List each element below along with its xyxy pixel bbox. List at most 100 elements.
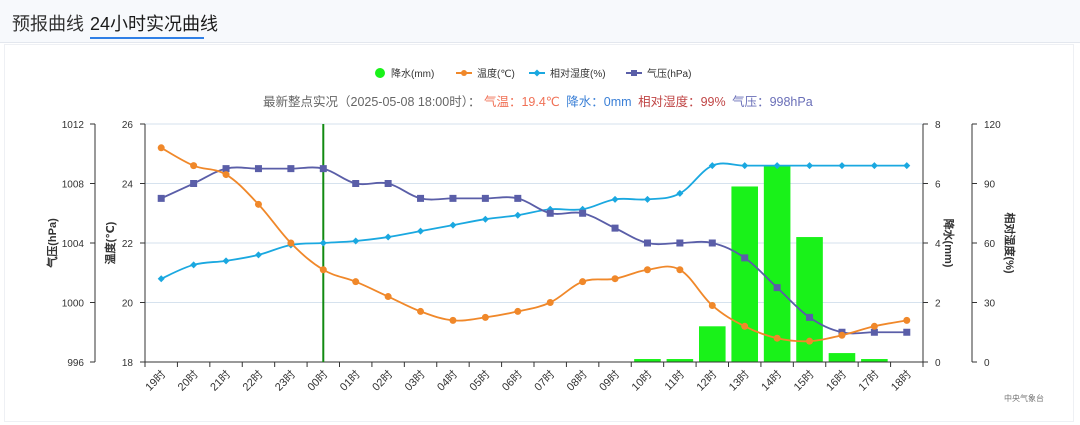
temp-point <box>773 334 781 342</box>
pressure-point <box>254 165 262 173</box>
humidity-axis-tick-label: 90 <box>984 180 996 191</box>
x-axis-tick-label: 09时 <box>597 368 623 394</box>
humidity-point <box>352 237 360 245</box>
temp-point <box>352 278 360 286</box>
summary-prefix: 最新整点实况（2025-05-08 18:00时）： <box>263 94 480 109</box>
humidity-point <box>222 257 230 265</box>
humidity-axis-tick-label: 60 <box>984 239 996 250</box>
temp-axis-tick-label: 26 <box>122 120 134 131</box>
humidity-point <box>384 233 392 241</box>
precip-bar <box>666 359 694 362</box>
x-axis-tick-label: 13时 <box>726 368 752 394</box>
legend: 降水(mm) 温度(℃) 相对湿度(%) 气压(hPa) <box>375 67 691 80</box>
pressure-point <box>481 194 489 202</box>
legend-precip-label: 降水(mm) <box>391 67 434 80</box>
tab-bar: 预报曲线 24小时实况曲线 <box>0 0 1080 43</box>
x-axis-tick-label: 01时 <box>337 368 363 394</box>
legend-pressure-label: 气压(hPa) <box>647 67 691 80</box>
tab-24h-observed-curve[interactable]: 24小时实况曲线 <box>90 14 219 34</box>
legend-item-precip[interactable]: 降水(mm) <box>375 67 434 80</box>
pressure-axis-tick-label: 1012 <box>62 120 85 131</box>
pressure-point <box>449 194 457 202</box>
pressure-axis-tick-label: 1008 <box>62 180 85 191</box>
humidity-axis-tick-label: 30 <box>984 299 996 310</box>
temp-point <box>254 200 262 208</box>
legend-item-humidity[interactable]: 相对湿度(%) <box>529 67 606 80</box>
series-lines <box>157 124 911 362</box>
precip-bar <box>634 359 661 362</box>
summary-pressure: 气压：998hPa <box>732 94 813 109</box>
pressure-point <box>903 328 911 336</box>
humidity-axis-title: 相对湿度(%) <box>1003 212 1017 273</box>
humidity-point <box>254 251 262 259</box>
x-axis-tick-label: 00时 <box>305 368 331 394</box>
humidity-point <box>190 261 198 269</box>
pressure-point <box>870 328 878 336</box>
legend-item-temp[interactable]: 温度(℃) <box>456 67 515 80</box>
precip-bar <box>861 359 888 362</box>
humidity-point <box>741 162 749 170</box>
precip-axis-title: 降水(mm) <box>942 219 956 268</box>
humidity-point <box>806 162 814 170</box>
x-axis-tick-label: 06时 <box>499 368 525 394</box>
pressure-point <box>806 313 814 321</box>
pressure-point <box>611 224 619 232</box>
humidity-point <box>449 221 457 229</box>
temp-series-line <box>160 147 907 343</box>
humidity-point <box>611 195 619 203</box>
x-axis-tick-label: 16时 <box>823 368 849 394</box>
x-axis-tick-label: 17时 <box>856 368 882 394</box>
pressure-point <box>546 209 554 217</box>
x-axis-tick-label: 11时 <box>662 368 687 393</box>
humidity-point <box>838 162 846 170</box>
humidity-point <box>514 211 522 219</box>
x-axis-tick-label: 14时 <box>759 368 785 394</box>
temp-point <box>546 299 554 306</box>
x-axis-tick-label: 12时 <box>694 368 720 394</box>
x-axis-tick-label: 05时 <box>467 368 493 394</box>
humidity-point <box>903 162 911 170</box>
pressure-point <box>287 165 295 173</box>
x-axis-tick-label: 10时 <box>629 368 655 394</box>
x-axis-tick-label: 04时 <box>434 368 460 394</box>
humidity-point <box>481 215 489 223</box>
pressure-axis-tick-label: 996 <box>67 358 84 369</box>
x-axis-tick-label: 18时 <box>888 368 914 394</box>
humidity-point <box>319 239 327 247</box>
pressure-point <box>579 209 587 217</box>
temp-point <box>611 275 619 283</box>
temp-point <box>287 239 295 247</box>
humidity-axis-tick-label: 0 <box>984 358 990 369</box>
pressure-axis-tick-label: 1000 <box>62 299 85 310</box>
temp-point <box>190 162 198 170</box>
temp-point <box>417 307 425 315</box>
humidity-axis-tick-label: 120 <box>984 120 1001 131</box>
tab-forecast-curve[interactable]: 预报曲线 <box>12 14 84 34</box>
humidity-point <box>773 162 781 170</box>
chart-card <box>4 44 1074 422</box>
temp-point <box>449 316 457 324</box>
legend-item-pressure[interactable]: 气压(hPa) <box>626 67 691 80</box>
latest-observation-summary: 最新整点实况（2025-05-08 18:00时）： 气温：19.4℃ 降水：0… <box>263 94 813 109</box>
x-axis-tick-label: 22时 <box>240 368 266 394</box>
humidity-point <box>708 162 716 170</box>
legend-temp-marker <box>461 70 467 76</box>
temp-point <box>903 316 911 324</box>
precip-axis-tick-label: 4 <box>935 239 941 250</box>
humidity-point <box>870 162 878 170</box>
humidity-point <box>157 275 165 283</box>
legend-humidity-marker <box>533 69 541 77</box>
x-axis-tick-label: 20时 <box>175 368 201 394</box>
pressure-axis-title: 气压(hPa) <box>45 218 59 269</box>
pressure-point <box>384 180 392 187</box>
precip-axis-tick-label: 6 <box>935 180 941 191</box>
temp-point <box>643 266 651 274</box>
x-axis-tick-label: 03时 <box>402 368 428 394</box>
summary-temp: 气温：19.4℃ <box>484 94 560 109</box>
temp-axis-title: 温度(℃) <box>103 221 117 264</box>
precip-axis-tick-label: 2 <box>935 299 941 310</box>
summary-humidity: 相对湿度：99% <box>638 94 726 109</box>
x-axis-tick-label: 08时 <box>564 368 590 394</box>
temp-point <box>319 266 327 274</box>
